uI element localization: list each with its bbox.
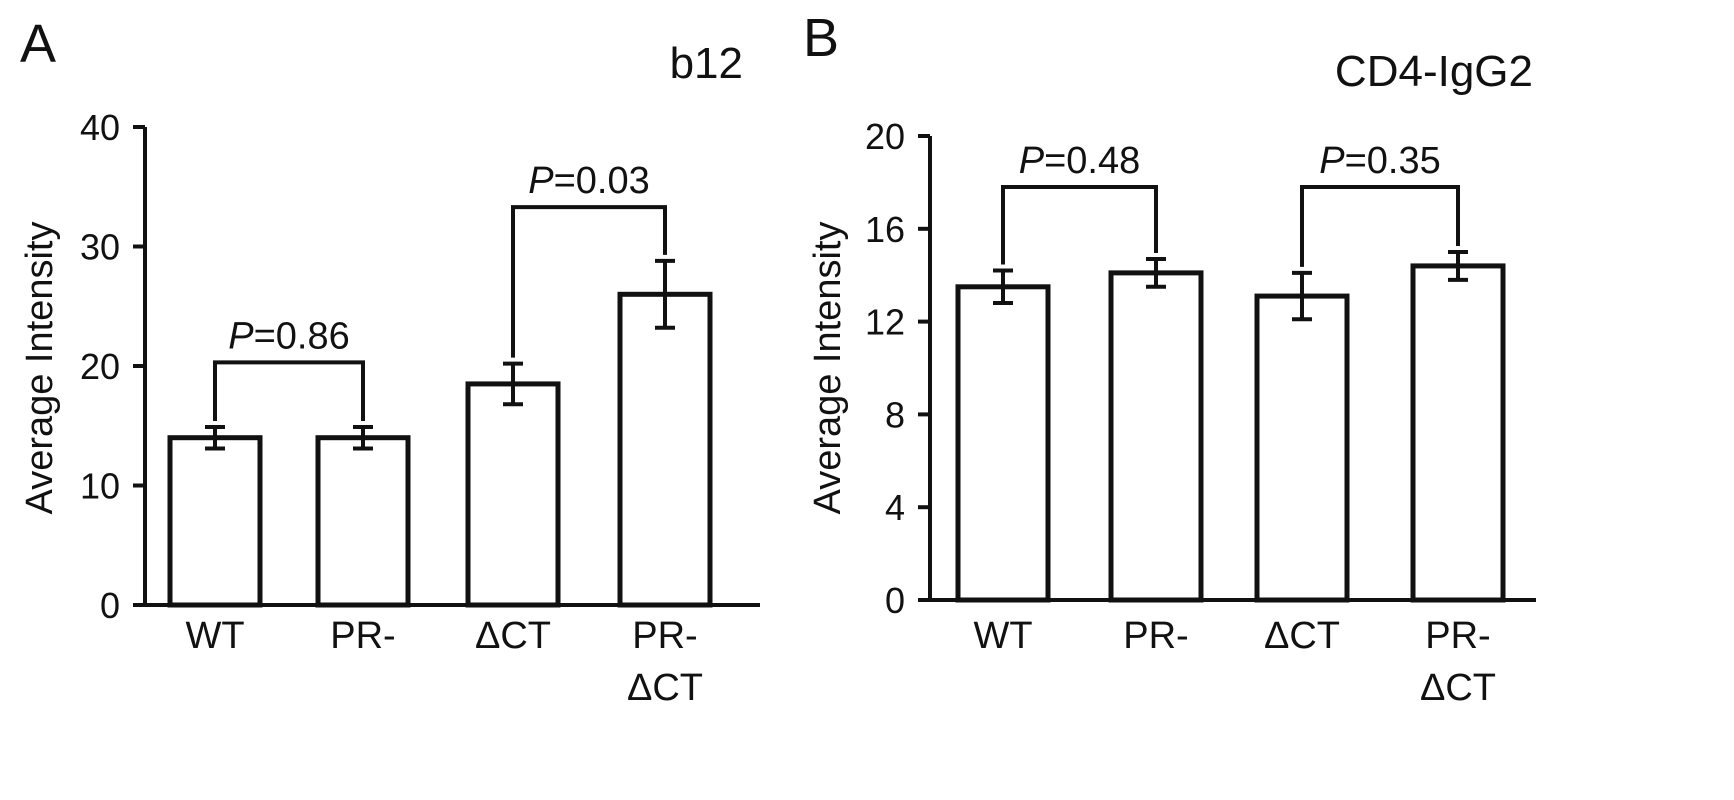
x-tick-label: PR- xyxy=(632,615,697,657)
x-tick-label: ΔCT xyxy=(627,667,703,709)
y-tick-label: 20 xyxy=(80,346,120,387)
y-tick-label: 0 xyxy=(100,585,120,626)
x-tick-label: PR- xyxy=(1123,615,1188,657)
p-value-label: P=0.86 xyxy=(228,315,350,357)
bar xyxy=(167,435,263,608)
significance-bracket xyxy=(213,360,365,421)
y-axis-label: Average Intensity xyxy=(807,222,849,515)
bar xyxy=(617,291,713,608)
bar xyxy=(1108,270,1204,603)
significance-bracket xyxy=(1001,185,1158,265)
p-value: =0.48 xyxy=(1044,140,1140,182)
x-tick-label: PR- xyxy=(330,615,395,657)
significance-bracket xyxy=(511,205,667,358)
x-tick-label: ΔCT xyxy=(475,615,551,657)
y-tick-label: 4 xyxy=(885,487,905,528)
x-tick-label: WT xyxy=(973,615,1032,657)
y-tick-label: 20 xyxy=(865,116,905,157)
panel-label: B xyxy=(803,8,839,68)
chart-title: CD4-IgG2 xyxy=(1335,47,1533,96)
bar xyxy=(465,381,561,608)
bar xyxy=(1410,263,1506,603)
y-tick-label: 0 xyxy=(885,580,905,621)
p-symbol: P xyxy=(228,315,254,357)
chart-title: b12 xyxy=(670,39,743,88)
p-value-label: P=0.35 xyxy=(1319,140,1441,182)
y-tick-label: 40 xyxy=(80,107,120,148)
p-symbol: P xyxy=(528,160,554,202)
panel-label: A xyxy=(20,14,56,74)
p-value: =0.03 xyxy=(554,160,650,202)
y-tick-label: 12 xyxy=(865,302,905,343)
x-tick-label: WT xyxy=(185,615,244,657)
x-tick-label: PR- xyxy=(1425,615,1490,657)
bar xyxy=(955,284,1051,603)
p-symbol: P xyxy=(1319,140,1345,182)
p-value: =0.35 xyxy=(1345,140,1441,182)
p-value-label: P=0.48 xyxy=(1019,140,1141,182)
significance-bracket xyxy=(1300,185,1460,267)
y-tick-label: 30 xyxy=(80,227,120,268)
p-symbol: P xyxy=(1019,140,1045,182)
x-tick-label: ΔCT xyxy=(1420,667,1496,709)
y-tick-label: 8 xyxy=(885,394,905,435)
bar xyxy=(1254,293,1350,603)
chart-panel-b: B CD4-IgG2 Average Intensity 0 4 8 12 16 20 WT PR-… xyxy=(803,8,1536,709)
y-axis-label: Average Intensity xyxy=(19,222,61,515)
y-tick-label: 16 xyxy=(865,209,905,250)
bar xyxy=(315,435,411,608)
x-tick-label: ΔCT xyxy=(1264,615,1340,657)
p-value-label: P=0.03 xyxy=(528,160,650,202)
y-tick-label: 10 xyxy=(80,466,120,507)
p-value: =0.86 xyxy=(254,315,350,357)
